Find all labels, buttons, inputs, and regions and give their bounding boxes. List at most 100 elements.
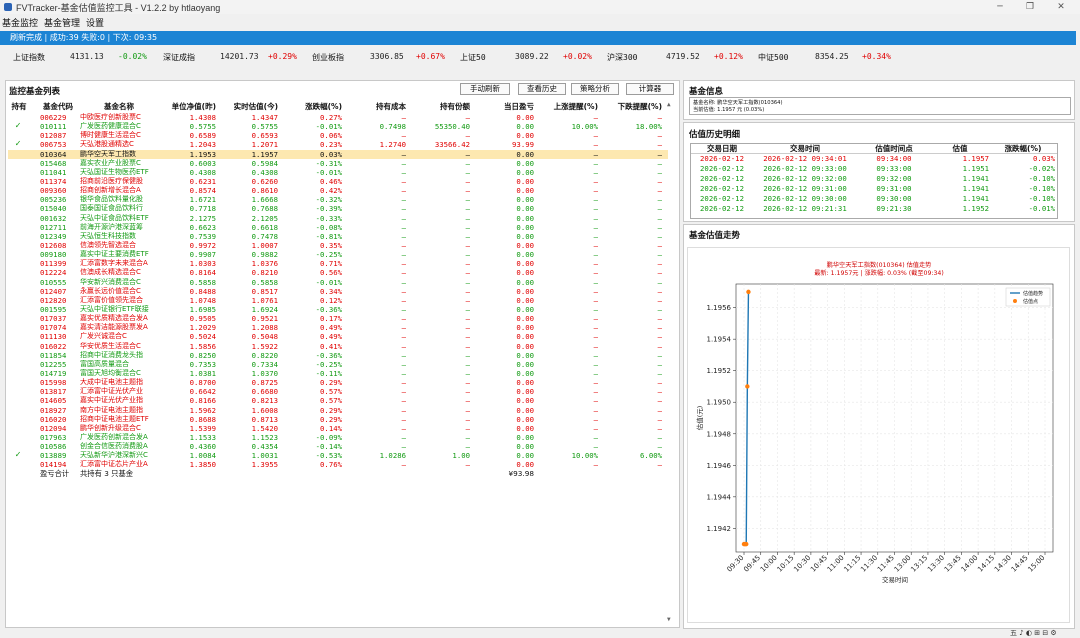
- column-header[interactable]: 基金代码: [43, 102, 73, 111]
- estimate-now: 0.4308: [251, 167, 278, 177]
- y-axis-label: 估值(元): [695, 406, 704, 431]
- fund-name: 华安优质生活混合C: [80, 341, 141, 350]
- history-row[interactable]: 2026-02-12 2026-02-12 09:34:01 09:34:00 1.1…: [691, 154, 1057, 164]
- column-header[interactable]: 单位净值(昨): [171, 102, 216, 111]
- fall-alert: –: [657, 286, 662, 296]
- column-header[interactable]: 当日盈亏: [504, 102, 534, 111]
- table-row[interactable]: 016022 华安优质生活混合C 1.5856 1.5922 0.41% – – 0.00 – –: [8, 342, 668, 351]
- table-row[interactable]: 001632 天弘中证食品饮料ETF 2.1275 2.1205 -0.33% – – 0.0…: [8, 214, 668, 223]
- maximize-button[interactable]: ❐: [1025, 2, 1035, 12]
- table-row[interactable]: 006229 中欧医疗创新股票C 1.4308 1.4347 0.27% – – 0.00 – –: [8, 113, 668, 122]
- table-row[interactable]: 017074 嘉实清洁能源股票发A 1.2029 1.2088 0.49% – – 0.00 –…: [8, 323, 668, 332]
- table-row[interactable]: 016020 招商中证电池主题ETF 0.8688 0.8713 0.29% – – 0.00…: [8, 415, 668, 424]
- table-row[interactable]: ✓ 013889 天弘新华沪港深新兴C 1.0084 1.0031 -0.53% 1.028…: [8, 451, 668, 461]
- column-header[interactable]: 下跌提醒(%): [617, 102, 662, 111]
- table-row[interactable]: 011854 招商中证消费龙头指 0.8250 0.8220 -0.36% – – 0.00 –…: [8, 351, 668, 360]
- table-row[interactable]: 015040 国泰国证食品饮料行 0.7718 0.7688 -0.39% – – 0.00 –…: [8, 204, 668, 213]
- table-row[interactable]: 009180 嘉实中证主要消费ETF 0.9907 0.9882 -0.25% – – 0.0…: [8, 250, 668, 259]
- daily-pnl: 0.00: [516, 259, 534, 269]
- history-row[interactable]: 2026-02-12 2026-02-12 09:30:00 09:30:00 1.1…: [691, 194, 1057, 204]
- table-row[interactable]: 015998 大成中证电池主题指 0.8700 0.8725 0.29% – – 0.00 – –: [8, 378, 668, 387]
- fall-alert: –: [657, 231, 662, 241]
- hold-cost: –: [401, 442, 406, 452]
- estimate-now: 0.6618: [251, 222, 278, 232]
- table-row[interactable]: 010586 创金合信医药消费股A 0.4360 0.4354 -0.14% – – 0.00…: [8, 442, 668, 451]
- rise-alert: –: [593, 432, 598, 442]
- table-row[interactable]: 012349 天弘恒生科技指数 0.7539 0.7478 -0.81% – – 0.00 – –: [8, 232, 668, 241]
- table-row[interactable]: 012711 前海开源沪港深蓝筹 0.6623 0.6618 -0.08% – – 0.00 –…: [8, 223, 668, 232]
- table-row[interactable]: 001595 天弘中证银行ETF联接 1.6985 1.6924 -0.36% – – 0.0…: [8, 305, 668, 314]
- column-header[interactable]: 涨跌幅(%): [305, 102, 342, 111]
- table-row[interactable]: 011041 天弘国证生物医药ETF 0.4308 0.4308 -0.01% – – 0.0…: [8, 168, 668, 177]
- table-row[interactable]: 012087 博时健康生活混合C 0.6589 0.6593 0.06% – – 0.00 – –: [8, 131, 668, 140]
- column-header[interactable]: 基金名称: [104, 102, 134, 111]
- column-header[interactable]: 上涨提醒(%): [553, 102, 598, 111]
- menu-settings[interactable]: 设置: [86, 18, 105, 29]
- nav-prev: 0.8574: [189, 186, 216, 196]
- table-row[interactable]: 009360 招商创新增长混合A 0.8574 0.8610 0.42% – – 0.00 – –: [8, 186, 668, 195]
- table-row[interactable]: 012820 汇添富价值领先混合 1.0748 1.0761 0.12% – – 0.00 – –: [8, 296, 668, 305]
- table-row[interactable]: 012224 信澳成长精选混合C 0.8164 0.8210 0.56% – – 0.00 – –: [8, 268, 668, 277]
- table-row[interactable]: 012407 永赢长远价值混合C 0.8488 0.8517 0.34% – – 0.00 – –: [8, 287, 668, 296]
- table-row[interactable]: 005236 银华食品饮料量化股 1.6721 1.6668 -0.32% – – 0.00 –…: [8, 195, 668, 204]
- table-row[interactable]: ✓ 010111 广发医药健康混合C 0.5755 0.5755 -0.01% 0.7498…: [8, 122, 668, 132]
- change-pct: 0.27%: [320, 113, 342, 122]
- table-row[interactable]: 017037 嘉实优质精选混合发A 0.9505 0.9521 0.17% – – 0.00 –…: [8, 314, 668, 323]
- column-header[interactable]: 持有成本: [376, 102, 406, 111]
- estimate-now: 1.2088: [251, 323, 278, 333]
- history-row[interactable]: 2026-02-12 2026-02-12 09:21:31 09:21:30 1.1…: [691, 204, 1057, 214]
- history-column-header[interactable]: 估值时间点: [875, 144, 913, 153]
- table-row[interactable]: 012094 鹏华创新升级混合C 1.5399 1.5420 0.14% – – 0.00 – –: [8, 424, 668, 433]
- refresh-button[interactable]: 手动刷新: [460, 83, 510, 95]
- calculator-button[interactable]: 计算器: [626, 83, 674, 95]
- change-pct: 0.06%: [320, 131, 342, 141]
- daily-pnl: 0.00: [516, 167, 534, 177]
- scroll-up-icon[interactable]: ▲: [667, 101, 671, 108]
- table-row[interactable]: 011374 招商前沿医疗保健股 0.6231 0.6260 0.46% – – 0.00 – –: [8, 177, 668, 186]
- history-column-header[interactable]: 估值: [952, 144, 968, 153]
- table-row[interactable]: 012255 富国高质量混合 0.7353 0.7334 -0.25% – – 0.00 – –: [8, 360, 668, 369]
- history-column-header[interactable]: 交易日期: [707, 144, 737, 153]
- column-header[interactable]: 实时估值(今): [233, 102, 278, 111]
- table-row[interactable]: 018927 南方中证电池主题指 1.5962 1.6008 0.29% – – 0.00 – –: [8, 406, 668, 415]
- data-point: [744, 541, 749, 547]
- history-column-header[interactable]: 涨跌幅(%): [1004, 144, 1042, 153]
- column-header[interactable]: 持有: [11, 102, 27, 111]
- table-row[interactable]: 014719 富国天旭均衡混合C 1.0381 1.0370 -0.11% – – 0.00 –…: [8, 369, 668, 378]
- history-column-header[interactable]: 交易时间: [790, 144, 820, 153]
- fund-code: 012349: [40, 231, 67, 241]
- table-row[interactable]: 010555 华安新兴消费混合C 0.5858 0.5858 -0.01% – – 0.00 –…: [8, 278, 668, 287]
- strategy-button[interactable]: 策略分析: [571, 83, 619, 95]
- status-bar: 刷新完成 | 成功:39 失败:0 | 下次: 09:35: [0, 31, 1076, 45]
- history-row[interactable]: 2026-02-12 2026-02-12 09:33:00 09:33:00 1.1…: [691, 164, 1057, 174]
- history-row[interactable]: 2026-02-12 2026-02-12 09:31:00 09:31:00 1.1…: [691, 184, 1057, 194]
- vertical-scrollbar[interactable]: ▲ ▼: [666, 101, 674, 623]
- table-row[interactable]: 014605 嘉实中证光伏产业指 0.8166 0.8213 0.57% – – 0.00 – –: [8, 396, 668, 405]
- fund-code: 006229: [40, 113, 67, 122]
- table-row[interactable]: ✓ 006753 天弘港股通精选C 1.2043 1.2071 0.23% 1.2740 33…: [8, 140, 668, 150]
- column-header[interactable]: 持有份额: [440, 102, 470, 111]
- table-row[interactable]: 015468 嘉实农业产业股票C 0.6003 0.5984 -0.31% – – 0.00 –…: [8, 159, 668, 168]
- menu-fund-manage[interactable]: 基金管理: [44, 18, 81, 29]
- scroll-down-icon[interactable]: ▼: [667, 616, 671, 623]
- history-row[interactable]: 2026-02-12 2026-02-12 09:32:00 09:32:00 1.1…: [691, 174, 1057, 184]
- table-row[interactable]: 013817 汇添富中证光伏产业 0.6642 0.6680 0.57% – – 0.00 – –: [8, 387, 668, 396]
- minimize-button[interactable]: ─: [997, 2, 1003, 12]
- close-button[interactable]: ✕: [1057, 2, 1065, 12]
- table-row[interactable]: 017963 广发医药创新混合发A 1.1533 1.1523 -0.09% – – 0.00…: [8, 433, 668, 442]
- menu-bar: 基金监控 基金管理 设置: [0, 14, 1080, 30]
- fund-code: 017074: [40, 323, 67, 333]
- table-row[interactable]: 012608 信澳领先智选混合 0.9972 1.0007 0.35% – – 0.00 – –: [8, 241, 668, 250]
- history-date: 2026-02-12: [700, 204, 744, 213]
- hold-shares: 55350.40: [434, 122, 470, 132]
- history-button[interactable]: 查看历史: [518, 83, 566, 95]
- hold-cost: –: [401, 414, 406, 424]
- table-row[interactable]: 011130 广发兴诚混合C 0.5024 0.5048 0.49% – – 0.00 – –: [8, 332, 668, 341]
- rise-alert: –: [593, 213, 598, 223]
- table-row[interactable]: 014194 汇添富中证芯片产业A 1.3850 1.3955 0.76% – – 0.00 –…: [8, 460, 668, 469]
- table-row[interactable]: 011399 汇添富数字未来混合A 1.0303 1.0376 0.71% – – 0.00 –…: [8, 259, 668, 268]
- menu-fund-monitor[interactable]: 基金监控: [2, 18, 39, 29]
- daily-pnl: 0.00: [516, 131, 534, 141]
- table-row[interactable]: 010364 鹏华空天军工指数 1.1953 1.1957 0.03% – – 0.00 – –: [8, 149, 668, 159]
- fall-alert: –: [657, 432, 662, 442]
